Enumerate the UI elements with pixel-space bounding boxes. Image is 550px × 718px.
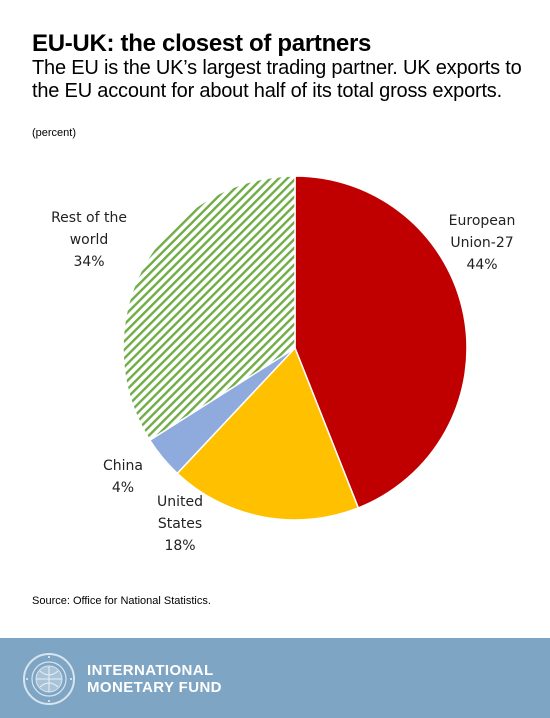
- imf-wordmark: INTERNATIONAL MONETARY FUND: [87, 662, 222, 696]
- chart-title: EU-UK: the closest of partners: [32, 30, 372, 57]
- imf-footer: INTERNATIONAL MONETARY FUND: [0, 638, 550, 718]
- source-note: Source: Office for National Statistics.: [32, 595, 211, 607]
- slice-label-eu: European Union-27 44%: [448, 213, 516, 273]
- pie-slice-us: [176, 346, 360, 521]
- imf-seal-logo: [23, 653, 75, 705]
- pie-slice-rest-of-world: [122, 175, 296, 442]
- unit-label: (percent): [32, 127, 77, 139]
- pie-slice-eu: [294, 175, 468, 509]
- chart-subtitle: The EU is the UK’s largest trading partn…: [32, 57, 522, 102]
- slice-label-rest-of-world: Rest of the world 34%: [51, 210, 127, 270]
- slice-label-china: China 4%: [103, 458, 143, 496]
- slice-label-us: United States 18%: [157, 494, 203, 554]
- pie-chart: [122, 175, 468, 521]
